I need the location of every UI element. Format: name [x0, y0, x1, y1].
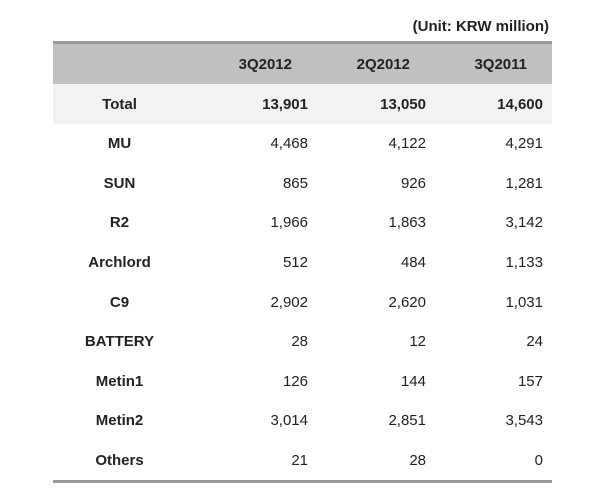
- cell-value: 1,863: [388, 214, 426, 232]
- cell-value: 12: [409, 333, 426, 351]
- row-label: MU: [107, 135, 132, 153]
- cell-value: 2,902: [270, 293, 308, 311]
- cell-value: 13,901: [262, 95, 308, 113]
- row-label: Total: [102, 95, 137, 113]
- cell-value: 4,291: [505, 135, 543, 153]
- cell-value: 24: [526, 333, 543, 351]
- header-cell-3q2011: 3Q2011: [474, 55, 527, 73]
- cell-value: 4,468: [270, 135, 308, 153]
- cell-value: 2,851: [388, 412, 426, 430]
- row-label: Others: [95, 452, 144, 470]
- cell-value: 14,600: [497, 95, 543, 113]
- table-row: Metin2 3,014 2,851 3,543: [53, 401, 552, 441]
- table-row: Others 21 28 0: [53, 441, 552, 481]
- cell-value: 28: [291, 333, 308, 351]
- cell-value: 3,014: [270, 412, 308, 430]
- cell-value: 4,122: [388, 135, 426, 153]
- cell-value: 865: [282, 174, 308, 192]
- revenue-table: 3Q2012 2Q2012 3Q2011 Total 13,901 13,050…: [53, 41, 552, 484]
- row-label: Metin1: [95, 372, 144, 390]
- row-label: C9: [109, 293, 130, 311]
- cell-value: 0: [534, 452, 543, 470]
- cell-value: 126: [282, 372, 308, 390]
- cell-value: 1,031: [505, 293, 543, 311]
- table-row: SUN 865 926 1,281: [53, 164, 552, 204]
- cell-value: 157: [517, 372, 543, 390]
- row-label: R2: [109, 214, 130, 232]
- cell-value: 1,966: [270, 214, 308, 232]
- cell-value: 13,050: [380, 95, 426, 113]
- header-cell-3q2012: 3Q2012: [238, 55, 292, 73]
- row-label: BATTERY: [84, 333, 155, 351]
- table-row: C9 2,902 2,620 1,031: [53, 282, 552, 322]
- cell-value: 28: [409, 452, 426, 470]
- header-cell-2q2012: 2Q2012: [356, 55, 410, 73]
- cell-value: 21: [291, 452, 308, 470]
- cell-value: 484: [400, 254, 426, 272]
- table-row: Metin1 126 144 157: [53, 362, 552, 402]
- table-row-total: Total 13,901 13,050 14,600: [53, 84, 552, 124]
- cell-value: 144: [400, 372, 426, 390]
- row-label: Archlord: [88, 254, 151, 272]
- cell-value: 1,281: [505, 174, 543, 192]
- unit-label: (Unit: KRW million): [412, 18, 549, 35]
- row-label: Metin2: [95, 412, 144, 430]
- table-row: R2 1,966 1,863 3,142: [53, 203, 552, 243]
- table-row: BATTERY 28 12 24: [53, 322, 552, 362]
- table-row: MU 4,468 4,122 4,291: [53, 124, 552, 164]
- cell-value: 3,142: [505, 214, 543, 232]
- table-header: 3Q2012 2Q2012 3Q2011: [53, 44, 552, 84]
- cell-value: 3,543: [505, 412, 543, 430]
- cell-value: 512: [282, 254, 308, 272]
- row-label: SUN: [103, 174, 136, 192]
- cell-value: 1,133: [505, 254, 543, 272]
- cell-value: 2,620: [388, 293, 426, 311]
- table-row: Archlord 512 484 1,133: [53, 243, 552, 283]
- cell-value: 926: [400, 174, 426, 192]
